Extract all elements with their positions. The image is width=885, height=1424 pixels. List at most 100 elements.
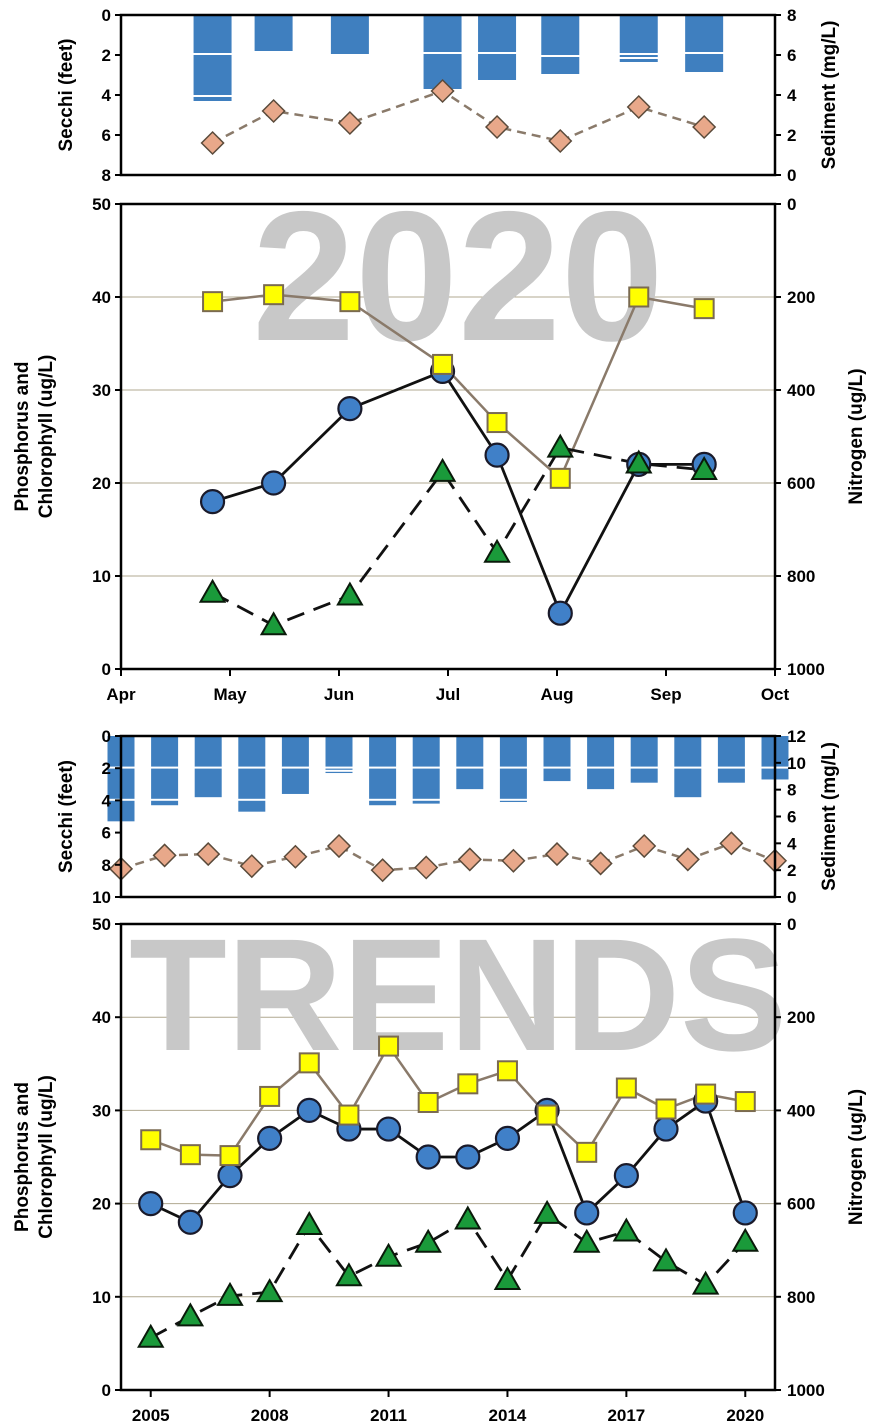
chlorophyll-point [335,1262,363,1287]
phosphorus-point [138,1190,164,1217]
secchi-bar [478,15,517,52]
phosphorus-point [217,1163,243,1189]
left-tick-label: 30 [92,381,111,400]
left-axis-label: Secchi (feet) [56,39,77,152]
secchi-bar [541,57,580,74]
secchi-bar [238,768,266,799]
right-tick-label: 4 [787,834,797,853]
left-tick-label: 8 [102,856,111,875]
chlorophyll-line [211,446,705,627]
sediment-point [692,114,717,140]
x-tick-label: Jun [324,685,354,704]
right-axis-label: Nitrogen (ug/L) [846,368,867,504]
x-tick-label: Jul [436,685,461,704]
sediment-point [548,128,573,154]
secchi-bar [281,736,309,767]
x-tick-label: Apr [106,685,136,704]
right-tick-label: 600 [787,474,815,493]
secchi-bar [619,15,658,53]
plot-area [121,204,775,669]
plot-area [121,736,775,897]
right-tick-label: 200 [787,1008,815,1027]
phosphorus-line [212,369,705,615]
nitrogen-point [536,1104,558,1126]
phosphorus-point [732,1200,758,1226]
secchi-bar [685,15,724,52]
left-tick-label: 4 [102,86,112,105]
left-axis-label-line1: Phosphorus and [12,1082,33,1232]
nitrogen-point [263,284,285,306]
x-tick-label: 2017 [607,1406,645,1424]
secchi-bar [151,736,179,767]
right-tick-label: 800 [787,1288,815,1307]
nitrogen-point [432,353,454,375]
right-tick-label: 1000 [787,660,825,679]
secchi-bar [541,15,580,55]
phosphorus-point [484,442,510,468]
chlorophyll-point [483,538,511,563]
x-tick-label: 2020 [726,1406,764,1424]
secchi-bar [369,768,397,799]
right-tick-label: 400 [787,381,815,400]
left-tick-label: 50 [92,915,111,934]
nitrogen-point [496,1060,518,1082]
nitrogen-point [179,1144,201,1166]
secchi-bar [619,55,658,57]
sediment-line [120,842,776,872]
phosphorus-point [199,489,226,515]
left-tick-label: 10 [92,888,111,907]
nitrogen-point [457,1073,479,1095]
left-axis-label-line1: Phosphorus and [12,362,33,512]
nitrogen-point [417,1091,439,1113]
secchi-bar [630,768,658,783]
left-axis-label-line2: Chlorophyll (ug/L) [36,1075,57,1239]
nitrogen-line [212,293,705,480]
phosphorus-point [375,1116,402,1142]
right-tick-label: 0 [787,888,796,907]
chlorophyll-point [414,1228,442,1253]
nitrogen-point [378,1035,400,1057]
phosphorus-point [261,470,287,496]
right-tick-label: 10 [787,754,806,773]
chlorophyll-point [374,1242,403,1267]
right-axis-label: Nitrogen (ug/L) [846,1089,867,1225]
secchi-bar [543,768,571,782]
secchi-bar [281,768,309,794]
chlorophyll-point [259,611,288,636]
sediment-point [326,833,352,859]
nitrogen-point [693,298,715,320]
x-tick-label: Sep [650,685,681,704]
chlorophyll-point [625,449,653,474]
sediment-point [626,94,651,120]
left-axis-label: Secchi (feet) [56,760,77,873]
secchi-bar [325,768,353,770]
secchi-bar [412,800,440,804]
chlorophyll-point [612,1217,641,1242]
x-tick-label: 2008 [251,1406,289,1424]
left-axis-label-line2: Chlorophyll (ug/L) [36,355,57,519]
secchi-bar [412,768,440,799]
chlorophyll-point [336,581,364,606]
secchi-bar [619,59,658,62]
plot-frame [119,922,777,1392]
secchi-bar [330,15,369,54]
left-tick-label: 6 [102,824,111,843]
nitrogen-point [339,291,361,313]
sediment-point [414,855,439,880]
secchi-bar [151,768,179,799]
x-tick-label: 2014 [489,1406,527,1424]
left-tick-label: 6 [102,126,111,145]
secchi-bar [412,736,440,767]
sediment-point [370,858,395,883]
secchi-bar [193,15,232,53]
left-tick-label: 20 [92,1195,111,1214]
chlorophyll-point [546,433,574,458]
phosphorus-point [177,1209,203,1235]
secchi-bar [587,768,615,790]
x-tick-label: Aug [540,685,573,704]
left-tick-label: 0 [102,1381,111,1400]
sediment-line [211,89,705,145]
phosphorus-point [257,1125,283,1151]
watermark: TRENDS [129,905,787,1084]
